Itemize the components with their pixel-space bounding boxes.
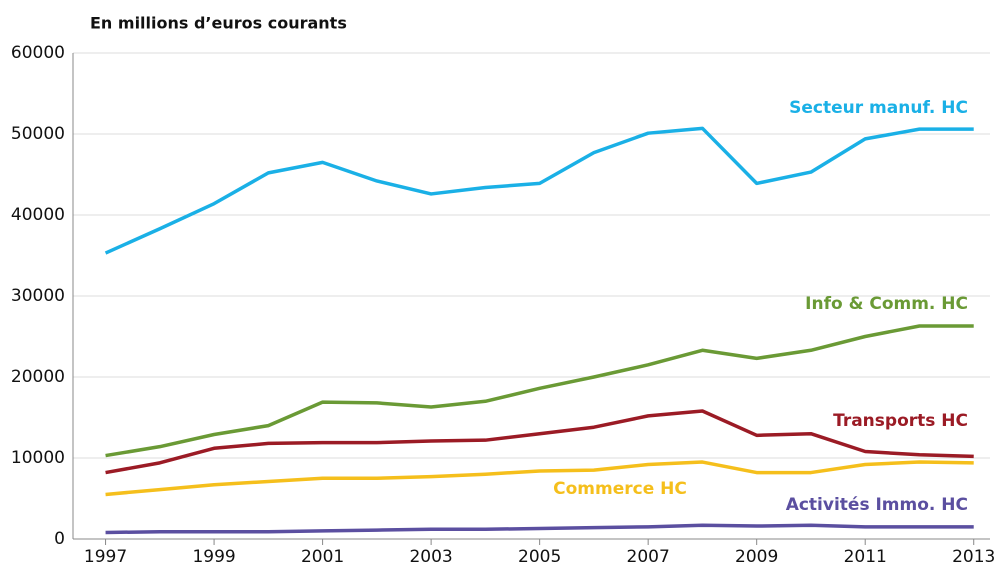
series-label: Activités Immo. HC <box>786 495 968 515</box>
series-label: Commerce HC <box>553 479 687 499</box>
y-tick-label: 10000 <box>11 448 65 468</box>
x-tick-label: 2009 <box>735 547 778 567</box>
series-label: Info & Comm. HC <box>805 294 968 314</box>
series-label: Secteur manuf. HC <box>789 98 968 118</box>
y-tick-label: 0 <box>54 529 65 549</box>
series-line <box>105 409 974 475</box>
x-tick-label: 2007 <box>627 547 670 567</box>
y-tick-label: 40000 <box>11 205 65 225</box>
y-tick-label: 20000 <box>11 367 65 387</box>
x-tick-label: 2005 <box>518 547 561 567</box>
y-tick-label: 30000 <box>11 286 65 306</box>
x-tick-label: 1997 <box>84 547 127 567</box>
series-line <box>105 523 974 535</box>
x-tick-label: 2011 <box>844 547 887 567</box>
series-line <box>105 460 974 497</box>
series-label: Transports HC <box>833 411 968 431</box>
x-tick-label: 2003 <box>409 547 452 567</box>
y-tick-label: 50000 <box>11 124 65 144</box>
chart-title: En millions d’euros courants <box>90 14 347 33</box>
series-line <box>104 126 974 255</box>
x-tick-label: 2001 <box>301 547 344 567</box>
y-tick-label: 60000 <box>11 43 65 63</box>
x-tick-label: 2013 <box>952 547 995 567</box>
x-tick-label: 1999 <box>192 547 235 567</box>
series-line <box>105 324 974 458</box>
